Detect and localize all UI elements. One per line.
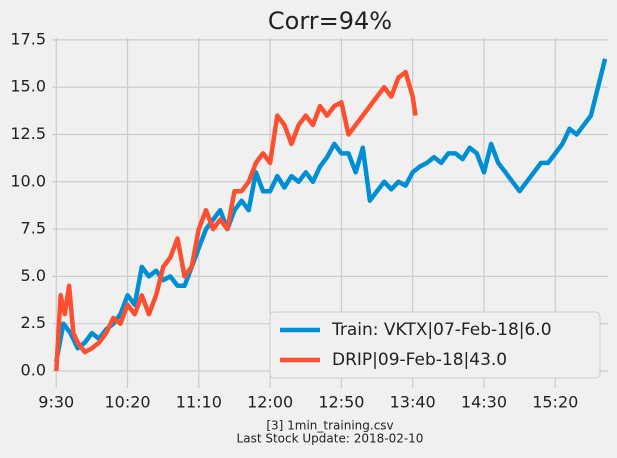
legend-box [269,311,601,379]
x-tick-label: 9:30 [38,393,74,412]
legend: Train: VKTX|07-Feb-18|6.0 DRIP|09-Feb-18|… [269,311,601,379]
x-tick-label: 10:20 [105,393,151,412]
footer: [3] 1min_training.csv [266,419,393,433]
y-tick-label: 17.5 [10,29,46,48]
x-tick-label: 14:30 [461,393,507,412]
legend-label: DRIP|09-Feb-18|43.0 [332,350,507,370]
x-tick-label: 15:20 [532,393,578,412]
y-tick-label: 7.5 [21,219,46,238]
lines [54,58,608,372]
x-tick-label: 13:40 [390,393,436,412]
series-line [54,69,418,372]
x-tick-label: 11:10 [176,393,222,412]
y-tick-label: 10.0 [10,171,46,190]
x-tick-label: 12:50 [318,393,364,412]
legend-label: Train: VKTX|07-Feb-18|6.0 [331,320,552,340]
y-tick-label: 5.0 [21,266,46,285]
series-line [54,58,608,362]
x-tick-label: 12:00 [247,393,293,412]
y-tick-label: 0.0 [21,360,46,379]
y-tick-label: 2.5 [21,313,46,332]
chart-title: Corr=94% [268,7,392,35]
footer: Last Stock Update: 2018-02-10 [237,432,424,446]
y-tick-label: 12.5 [10,124,46,143]
y-tick-label: 15.0 [10,77,46,96]
